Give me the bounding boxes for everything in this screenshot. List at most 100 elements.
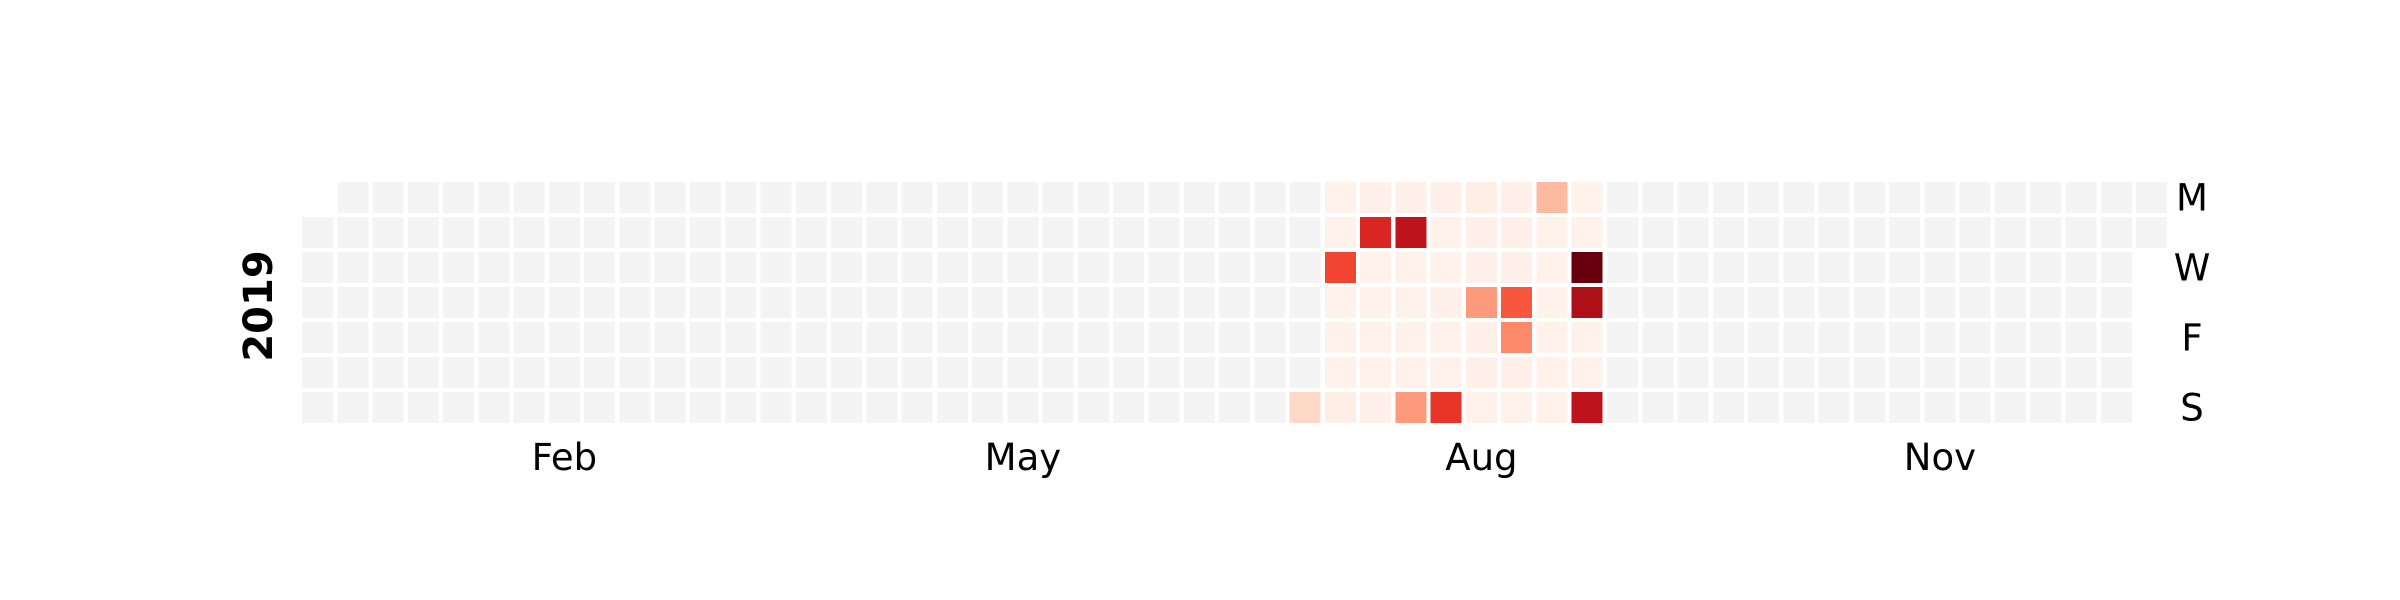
day-cell-2019-09-04 [1536,252,1568,283]
day-cell-2019-03-15 [654,322,686,353]
day-cell-2019-10-27 [1783,392,1815,423]
day-cell-2019-10-24 [1783,287,1815,318]
day-cell-2019-02-26 [584,217,616,248]
day-cell-2019-08-14 [1430,252,1462,283]
day-cell-2019-10-10 [1712,287,1744,318]
day-cell-2019-10-25 [1783,322,1815,353]
day-cell-2019-06-16 [1113,392,1145,423]
day-cell-2019-06-06 [1077,287,1109,318]
day-cell-2019-04-05 [760,322,792,353]
day-cell-2019-10-21 [1783,182,1815,213]
day-cell-2019-10-20 [1748,392,1780,423]
day-cell-2019-03-09 [619,357,651,388]
day-cell-2019-11-20 [1924,252,1956,283]
day-cell-2019-03-22 [689,322,721,353]
day-cell-2019-09-30 [1677,182,1709,213]
day-cell-2019-12-24 [2100,217,2132,248]
day-cell-2019-07-12 [1254,322,1286,353]
day-cell-2019-07-05 [1219,322,1251,353]
day-cell-2019-01-04 [302,322,333,353]
day-cell-2019-04-01 [760,182,792,213]
day-cell-2019-02-03 [443,392,475,423]
day-cell-2019-12-27 [2100,322,2132,353]
day-cell-2019-10-04 [1677,322,1709,353]
day-cell-2019-11-07 [1853,287,1885,318]
day-cell-2019-09-10 [1571,217,1603,248]
day-cell-2019-02-10 [478,392,510,423]
day-cell-2019-04-25 [866,287,898,318]
day-cell-2019-10-29 [1818,217,1850,248]
day-cell-2019-03-05 [619,217,651,248]
day-cell-2019-09-14 [1571,357,1603,388]
day-cell-2019-09-07 [1536,357,1568,388]
day-cell-2019-02-25 [584,182,616,213]
day-cell-2019-01-16 [372,252,404,283]
day-cell-2019-03-01 [584,322,616,353]
month-label-aug: Aug [1445,436,1517,479]
day-cell-2019-07-30 [1360,217,1392,248]
day-cell-2019-04-27 [866,357,898,388]
day-cell-2019-01-11 [337,322,369,353]
day-cell-2019-02-05 [478,217,510,248]
day-cell-2019-05-04 [901,357,933,388]
day-cell-2019-07-19 [1289,322,1321,353]
day-cell-2019-11-27 [1959,252,1991,283]
day-cell-2019-03-28 [725,287,757,318]
day-cell-2019-10-12 [1712,357,1744,388]
day-label-m-0: M [2176,177,2208,220]
day-cell-2019-07-02 [1219,217,1251,248]
day-cell-2019-01-25 [407,322,439,353]
day-cell-2019-06-04 [1077,217,1109,248]
day-cell-2019-02-01 [443,322,475,353]
day-cell-2019-03-30 [725,357,757,388]
day-cell-2019-05-30 [1042,287,1074,318]
day-cell-2019-05-28 [1042,217,1074,248]
day-cell-2019-11-22 [1924,322,1956,353]
day-cell-2019-05-21 [1007,217,1039,248]
day-cell-2019-05-14 [972,217,1004,248]
day-cell-2019-03-18 [689,182,721,213]
day-cell-2019-01-24 [407,287,439,318]
day-cell-2019-04-13 [795,357,827,388]
day-cell-2019-12-26 [2100,287,2132,318]
day-cell-2019-10-02 [1677,252,1709,283]
day-cell-2019-11-30 [1959,357,1991,388]
day-cell-2019-12-31 [2136,217,2168,248]
day-cell-2019-09-06 [1536,322,1568,353]
day-cell-2019-09-19 [1606,287,1638,318]
day-cell-2019-03-20 [689,252,721,283]
day-cell-2019-12-10 [2030,217,2062,248]
day-cell-2019-09-20 [1606,322,1638,353]
day-cell-2019-09-16 [1606,182,1638,213]
day-cell-2019-01-29 [443,217,475,248]
day-cell-2019-09-05 [1536,287,1568,318]
day-cell-2019-06-21 [1148,322,1180,353]
day-cell-2019-08-02 [1360,322,1392,353]
day-cell-2019-11-04 [1853,182,1885,213]
day-cell-2019-07-15 [1289,182,1321,213]
day-cell-2019-02-02 [443,357,475,388]
day-cell-2019-12-11 [2030,252,2062,283]
day-cell-2019-11-24 [1924,392,1956,423]
day-cell-2019-01-18 [372,322,404,353]
day-cell-2019-08-08 [1395,287,1427,318]
day-cell-2019-12-02 [1994,182,2026,213]
day-cell-2019-06-15 [1113,357,1145,388]
day-cell-2019-04-10 [795,252,827,283]
day-cell-2019-01-10 [337,287,369,318]
day-cell-2019-04-11 [795,287,827,318]
day-cell-2019-04-12 [795,322,827,353]
day-cell-2019-09-08 [1536,392,1568,423]
day-cell-2019-08-09 [1395,322,1427,353]
day-cell-2019-06-10 [1113,182,1145,213]
day-cell-2019-06-05 [1077,252,1109,283]
day-cell-2019-11-12 [1889,217,1921,248]
day-cell-2019-08-28 [1501,252,1533,283]
day-cell-2019-12-07 [1994,357,2026,388]
day-cell-2019-07-24 [1324,252,1356,283]
day-cell-2019-02-09 [478,357,510,388]
day-cell-2019-08-17 [1430,357,1462,388]
day-cell-2019-12-29 [2100,392,2132,423]
day-cell-2019-10-13 [1712,392,1744,423]
